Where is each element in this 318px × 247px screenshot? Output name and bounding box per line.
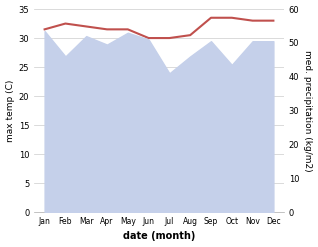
Y-axis label: max temp (C): max temp (C): [5, 79, 15, 142]
Y-axis label: med. precipitation (kg/m2): med. precipitation (kg/m2): [303, 50, 313, 171]
X-axis label: date (month): date (month): [123, 231, 195, 242]
